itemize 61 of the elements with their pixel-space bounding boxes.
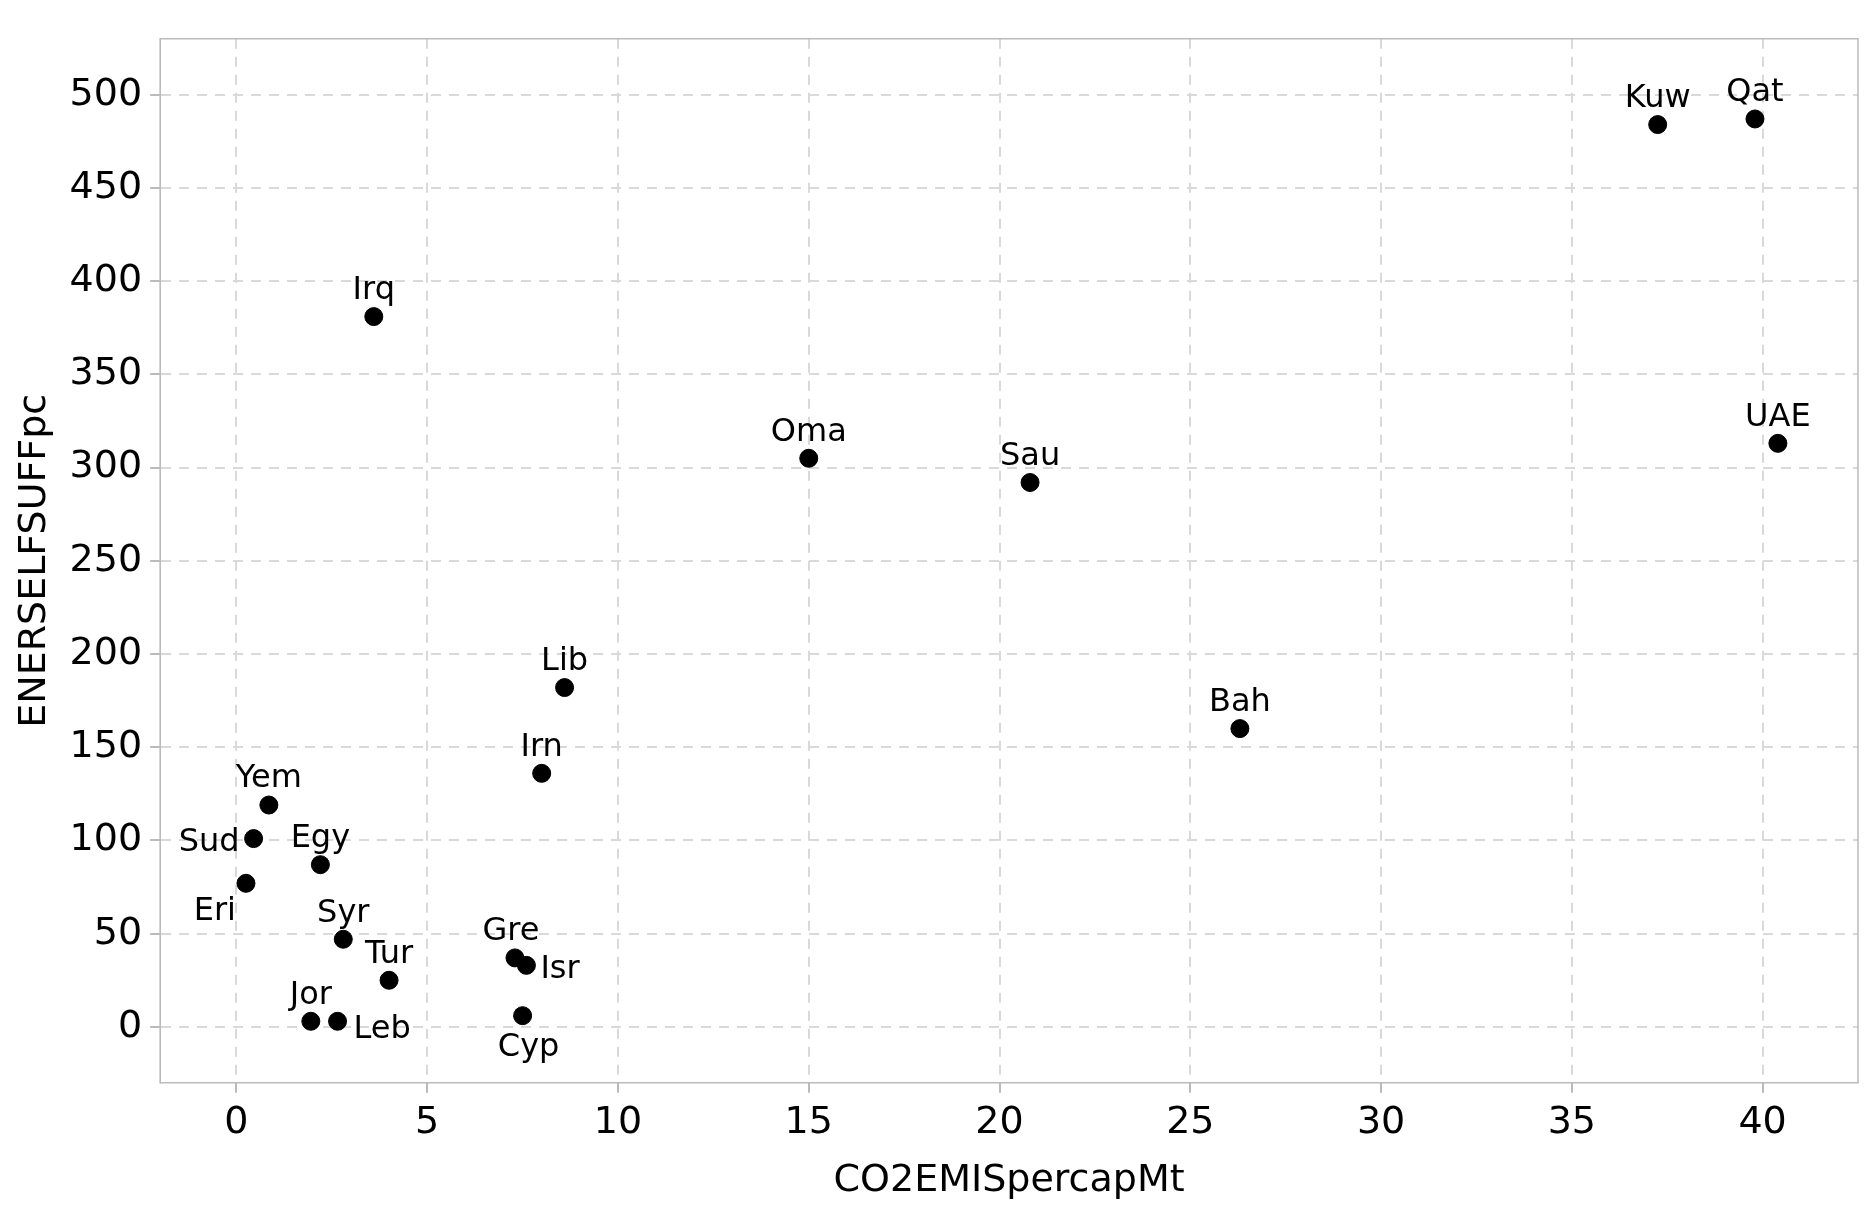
x-tick-label: 35 [1547, 1098, 1597, 1143]
point [1745, 109, 1765, 129]
annotation: Bah [1208, 680, 1271, 719]
point [333, 929, 353, 949]
y-tick-label: 350 [69, 349, 143, 394]
y-tick-label: 150 [69, 722, 143, 767]
x-tick-label: 0 [224, 1098, 249, 1143]
x-axis-title: CO2EMISpercapMt [833, 1156, 1185, 1201]
point [328, 1011, 348, 1031]
point [1648, 115, 1668, 135]
y-tick-label: 100 [69, 815, 143, 860]
annotation: Syr [317, 891, 371, 930]
x-tick-label: 10 [593, 1098, 643, 1143]
annotation: Lib [541, 639, 589, 678]
annotation: Irq [352, 268, 395, 307]
x-tick-label: 25 [1166, 1098, 1215, 1143]
annotation: Egy [290, 816, 351, 855]
point [364, 307, 384, 327]
y-tick-label: 0 [117, 1001, 143, 1046]
y-tick-label: 450 [69, 162, 143, 207]
point [532, 763, 552, 783]
annotation: Tur [363, 932, 414, 971]
point [244, 829, 264, 849]
annotation: Oma [770, 410, 847, 449]
y-tick-label: 200 [69, 628, 143, 673]
point [259, 795, 279, 815]
point [799, 448, 819, 468]
x-tick-label: 30 [1356, 1098, 1406, 1143]
annotation: Cyp [497, 1026, 560, 1064]
x-tick-label: 20 [975, 1098, 1024, 1143]
point [516, 955, 536, 975]
annotation: Yem [234, 757, 302, 796]
annotation: Qat [1726, 71, 1784, 110]
point [236, 873, 256, 893]
y-tick-label: 250 [69, 535, 143, 580]
x-tick-label: 40 [1738, 1098, 1787, 1143]
annotation: Kuw [1624, 76, 1691, 115]
annotation: Gre [482, 910, 540, 949]
point [1230, 719, 1250, 739]
annotation: Leb [353, 1007, 411, 1046]
annotation: UAE [1745, 395, 1811, 434]
y-tick-label: 500 [69, 69, 143, 114]
annotation: Sud [178, 820, 240, 859]
point [379, 970, 399, 990]
annotation: Eri [193, 889, 236, 928]
annotation: Isr [540, 947, 581, 986]
x-tick-label: 15 [784, 1098, 833, 1143]
point [301, 1011, 321, 1031]
point [1768, 433, 1788, 453]
annotation: Irn [520, 725, 563, 764]
point [1020, 473, 1040, 492]
y-tick-label: 400 [69, 256, 143, 301]
annotation: Jor [287, 973, 333, 1012]
y-tick-label: 300 [69, 442, 143, 487]
x-tick-label: 5 [415, 1098, 440, 1143]
y-axis-title: ENERSELFSUFFpc [9, 393, 54, 728]
point [310, 855, 330, 875]
point [513, 1006, 533, 1026]
y-tick-label: 50 [93, 908, 143, 953]
point [555, 678, 575, 698]
annotation: Sau [999, 434, 1061, 473]
